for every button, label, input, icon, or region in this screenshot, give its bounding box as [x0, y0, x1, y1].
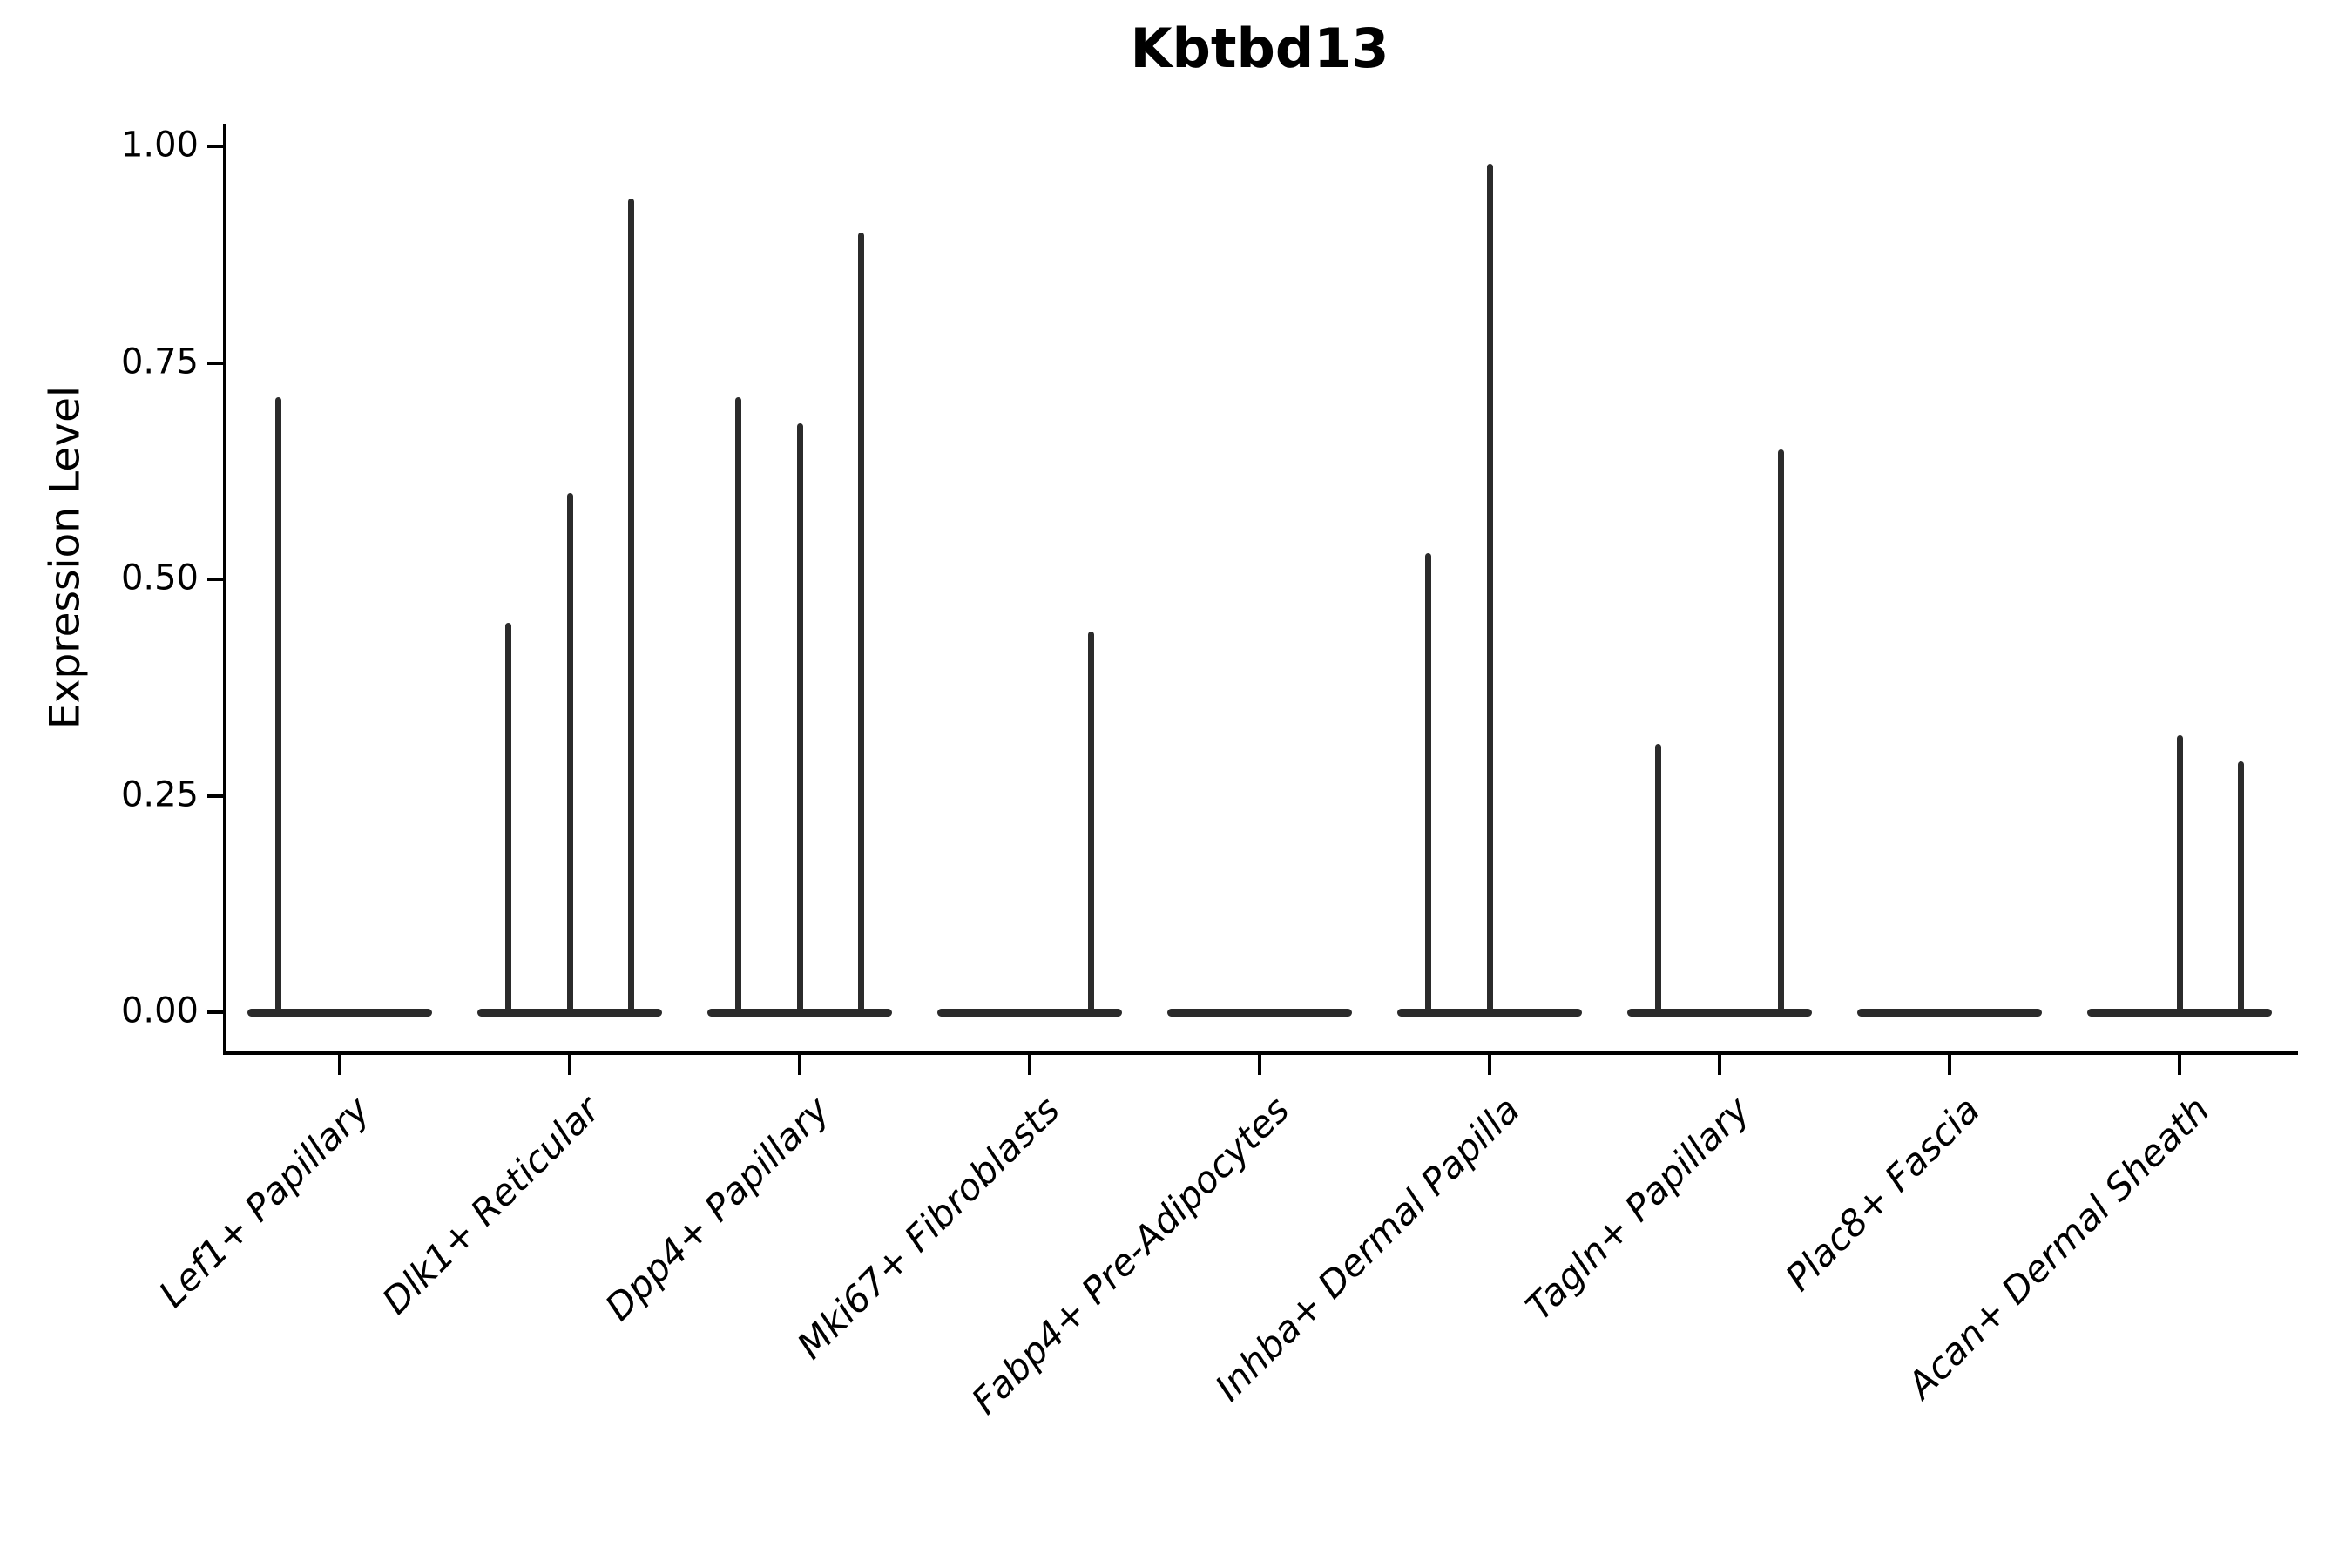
y-tick-mark: [207, 145, 223, 148]
violin-spike: [796, 423, 803, 1017]
y-axis-spine: [223, 124, 226, 1055]
violin-spike: [627, 198, 634, 1017]
violin-spike: [1087, 631, 1094, 1017]
violin-base: [1627, 1009, 1812, 1017]
violin-spike: [857, 233, 864, 1017]
violin-base: [1857, 1009, 2042, 1017]
x-tick-mark: [798, 1055, 801, 1075]
violin-spike: [566, 492, 573, 1017]
x-tick-mark: [1258, 1055, 1261, 1075]
y-axis-label: Expression Level: [41, 385, 90, 730]
y-tick-label: 0.00: [120, 990, 199, 1031]
x-tick-mark: [568, 1055, 571, 1075]
y-tick-label: 0.75: [120, 341, 199, 382]
y-tick-mark: [207, 361, 223, 365]
x-tick-label: Tagln+ Papillary: [1517, 1088, 1758, 1328]
y-tick-mark: [207, 794, 223, 798]
y-tick-label: 0.50: [120, 558, 199, 598]
violin-spike: [735, 397, 742, 1017]
violin-spike: [2237, 760, 2244, 1017]
violin-base: [937, 1009, 1122, 1017]
x-tick-mark: [338, 1055, 341, 1075]
violin-spike: [1777, 449, 1784, 1017]
violin-spike: [275, 397, 282, 1017]
x-axis-spine: [223, 1051, 2298, 1055]
y-tick-label: 0.25: [120, 774, 199, 814]
y-tick-mark: [207, 578, 223, 581]
x-tick-label: Lef1+ Papillary: [150, 1088, 378, 1316]
x-tick-mark: [1028, 1055, 1031, 1075]
violin-spike: [1655, 743, 1662, 1017]
y-tick-label: 1.00: [120, 125, 199, 166]
y-tick-mark: [207, 1010, 223, 1014]
x-tick-label: Dlk1+ Reticular: [374, 1088, 608, 1322]
violin-spike: [2176, 734, 2183, 1017]
x-tick-label: Dpp4+ Papillary: [597, 1088, 838, 1329]
x-tick-mark: [1718, 1055, 1721, 1075]
x-tick-mark: [2178, 1055, 2181, 1075]
x-tick-label: Mki67+ Fibroblasts: [788, 1088, 1068, 1368]
chart-title: Kbtbd13: [1130, 17, 1389, 80]
violin-base: [1167, 1009, 1352, 1017]
violin-base: [247, 1009, 432, 1017]
x-tick-mark: [1948, 1055, 1951, 1075]
violin-spike: [1486, 163, 1493, 1017]
violin-spike: [505, 622, 512, 1017]
x-tick-mark: [1488, 1055, 1491, 1075]
x-tick-label: Plac8+ Fascia: [1776, 1088, 1988, 1300]
violin-spike: [1425, 553, 1432, 1017]
